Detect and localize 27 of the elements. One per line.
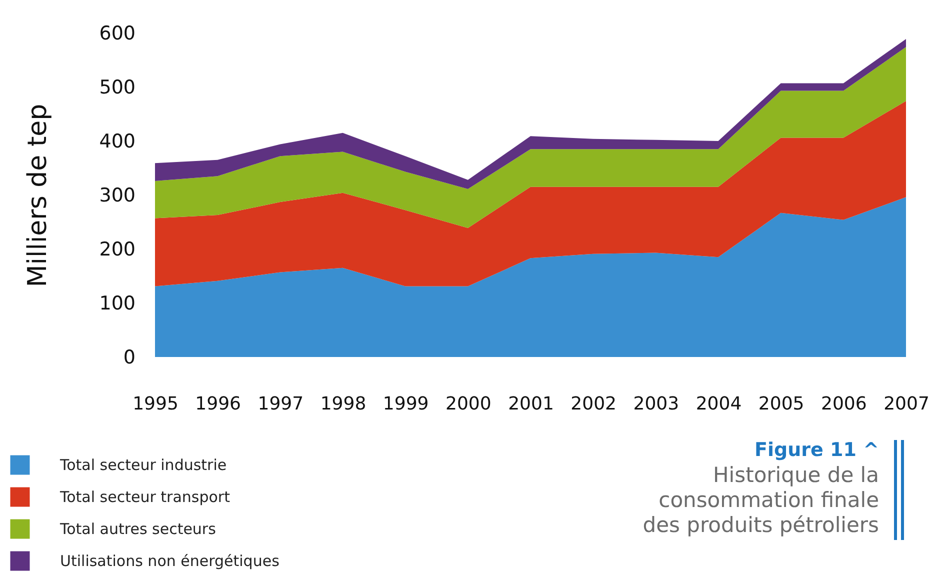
- x-tick-label: 2004: [696, 394, 742, 414]
- y-tick-label: 200: [99, 238, 136, 260]
- x-tick-label: 2003: [633, 394, 680, 414]
- x-tick-label: 2001: [508, 394, 554, 414]
- x-tick-label: 1998: [320, 394, 366, 414]
- legend-label: Total secteur transport: [59, 488, 230, 506]
- y-tick-label: 100: [99, 292, 136, 314]
- legend-label: Total secteur industrie: [59, 456, 227, 474]
- y-tick-label: 600: [99, 22, 136, 44]
- legend-label: Utilisations non énergétiques: [60, 552, 280, 570]
- y-tick-label: 300: [99, 184, 136, 206]
- x-tick-label: 2006: [821, 394, 867, 414]
- y-tick-label: 0: [123, 346, 136, 368]
- legend-label: Total autres secteurs: [59, 520, 216, 538]
- x-tick-label: 2007: [884, 394, 930, 414]
- text: Historique de la consommation finale des produits pétroliers: [642, 463, 879, 538]
- x-tick-label: 2002: [570, 394, 616, 414]
- x-tick-label: 2000: [446, 394, 492, 414]
- caption: Figure 11 ^: [754, 438, 879, 463]
- y-tick-label: 500: [99, 76, 136, 98]
- x-tick-label: 1995: [132, 394, 178, 414]
- x-tick-label: 2005: [758, 394, 804, 414]
- x-tick-label: 1999: [382, 394, 429, 414]
- x-tick-label: 1996: [195, 394, 241, 414]
- x-tick-label: 1997: [258, 394, 304, 414]
- y-axis-title: Milliers de tep: [23, 104, 54, 288]
- y-tick-label: 400: [99, 130, 136, 152]
